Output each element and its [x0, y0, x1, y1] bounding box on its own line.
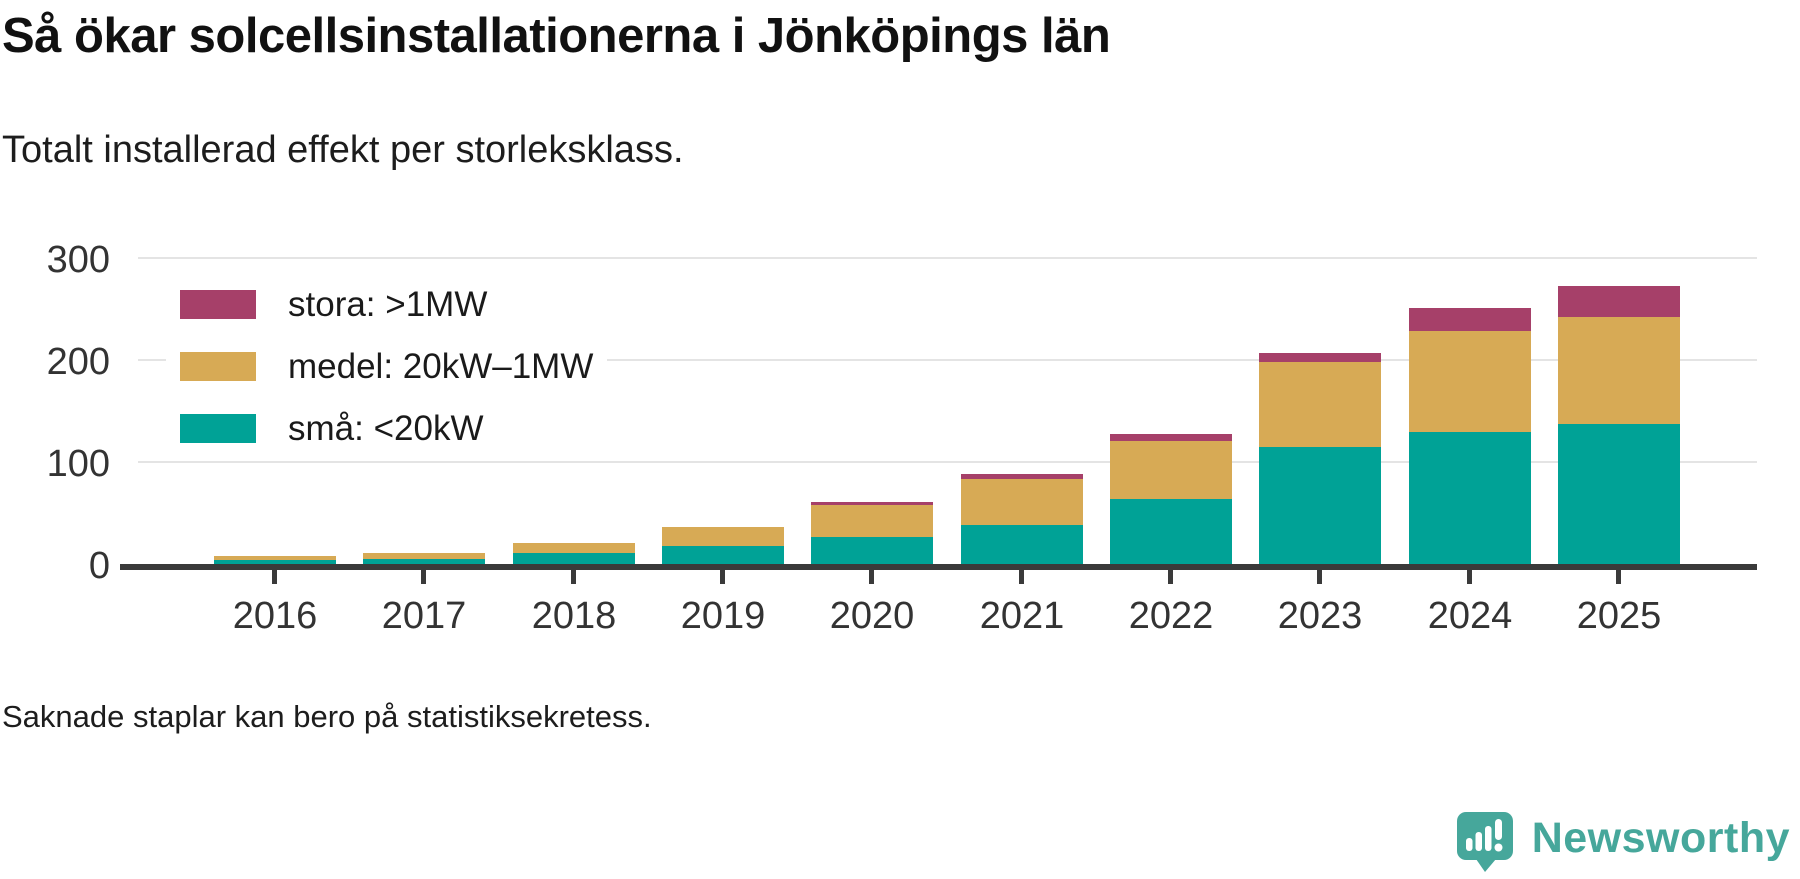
bar-segment-2020-stora	[811, 502, 933, 505]
x-tick-2019	[720, 570, 725, 584]
bar-segment-2016-medel	[214, 556, 336, 560]
legend-item-stora: stora: >1MW	[180, 287, 593, 322]
x-tick-label-2025: 2025	[1576, 595, 1662, 637]
gridline-300	[138, 257, 1757, 259]
bar-segment-2017-medel	[363, 553, 485, 559]
x-tick-label-2022: 2022	[1128, 595, 1214, 637]
x-tick-2024	[1467, 570, 1472, 584]
bar-segment-2022-stora	[1110, 434, 1232, 441]
bar-segment-2021-stora	[961, 474, 1083, 479]
x-tick-2017	[421, 570, 426, 584]
legend-label-sma: små: <20kW	[288, 409, 484, 448]
bar-segment-2020-sma	[811, 537, 933, 564]
bar-segment-2021-medel	[961, 479, 1083, 525]
bar-segment-2019-medel	[662, 527, 784, 546]
legend: stora: >1MW medel: 20kW–1MW små: <20kW	[166, 280, 608, 448]
legend-swatch-stora	[180, 290, 256, 319]
bar-segment-2024-medel	[1409, 331, 1531, 432]
legend-swatch-sma	[180, 414, 256, 443]
bar-segment-2020-medel	[811, 505, 933, 537]
bar-segment-2024-sma	[1409, 432, 1531, 564]
bar-segment-2017-sma	[363, 559, 485, 564]
x-tick-2018	[571, 570, 576, 584]
bar-segment-2023-stora	[1259, 353, 1381, 362]
x-tick-2023	[1317, 570, 1322, 584]
y-tick-label-0: 0	[88, 545, 110, 587]
bar-segment-2024-stora	[1409, 308, 1531, 331]
chart-subtitle: Totalt installerad effekt per storlekskl…	[2, 129, 684, 171]
x-tick-label-2017: 2017	[381, 595, 467, 637]
x-tick-2020	[869, 570, 874, 584]
x-tick-2025	[1616, 570, 1621, 584]
x-tick-label-2024: 2024	[1427, 595, 1513, 637]
newsworthy-wordmark: Newsworthy	[1531, 813, 1790, 862]
gridline-100	[138, 461, 1757, 463]
legend-item-medel: medel: 20kW–1MW	[180, 349, 593, 384]
bar-segment-2016-sma	[214, 560, 336, 564]
gridline-200	[138, 359, 1757, 361]
bar-segment-2025-stora	[1558, 286, 1680, 317]
y-tick-label-200: 200	[46, 341, 110, 383]
legend-swatch-medel	[180, 352, 256, 381]
newsworthy-bubble-chart-icon	[1456, 812, 1513, 872]
bar-segment-2019-sma	[662, 546, 784, 564]
bar-segment-2025-medel	[1558, 317, 1680, 424]
x-tick-label-2016: 2016	[232, 595, 318, 637]
x-tick-label-2019: 2019	[680, 595, 766, 637]
x-tick-label-2018: 2018	[531, 595, 617, 637]
legend-label-stora: stora: >1MW	[288, 285, 488, 324]
x-tick-label-2021: 2021	[979, 595, 1065, 637]
bar-segment-2018-sma	[513, 553, 635, 564]
page-title: Så ökar solcellsinstallationerna i Jönkö…	[2, 9, 1111, 63]
newsworthy-logo: Newsworthy	[1456, 811, 1790, 873]
bar-segment-2018-medel	[513, 543, 635, 553]
bar-segment-2022-sma	[1110, 499, 1232, 564]
x-tick-2022	[1168, 570, 1173, 584]
bar-segment-2023-sma	[1259, 447, 1381, 564]
bar-segment-2021-sma	[961, 525, 1083, 564]
legend-label-medel: medel: 20kW–1MW	[288, 347, 594, 386]
x-tick-2016	[272, 570, 277, 584]
x-axis-line	[120, 564, 1757, 570]
x-tick-2021	[1019, 570, 1024, 584]
y-tick-label-100: 100	[46, 443, 110, 485]
bar-segment-2025-sma	[1558, 424, 1680, 564]
bar-segment-2022-medel	[1110, 441, 1232, 499]
footnote: Saknade staplar kan bero på statistiksek…	[2, 699, 652, 734]
x-tick-label-2023: 2023	[1277, 595, 1363, 637]
y-tick-label-300: 300	[46, 239, 110, 281]
bar-segment-2023-medel	[1259, 362, 1381, 447]
legend-item-sma: små: <20kW	[180, 411, 593, 446]
x-tick-label-2020: 2020	[829, 595, 915, 637]
